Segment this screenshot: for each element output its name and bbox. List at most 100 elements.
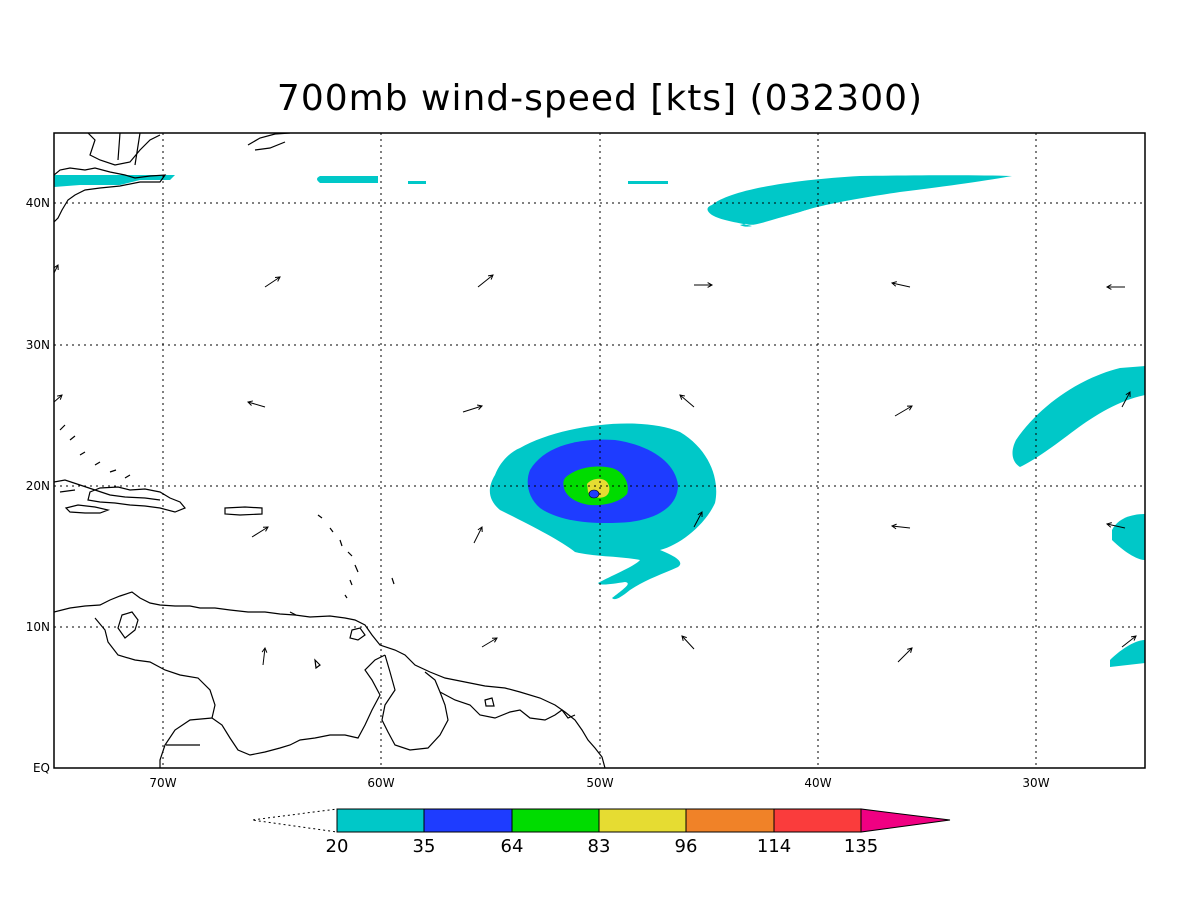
- lon-label-50w: 50W: [586, 776, 613, 790]
- contour-20-ne-streak: [707, 175, 1012, 227]
- lon-label-70w: 70W: [149, 776, 176, 790]
- brazil-border: [159, 717, 213, 768]
- colorbar-low-triangle: [251, 808, 338, 833]
- colorbar-tick-114: 114: [757, 836, 791, 857]
- lon-axis-labels: 70W 60W 50W 40W 30W: [149, 776, 1049, 790]
- wind-vector-arrowhead: [54, 264, 59, 271]
- contour-20-east-small-1: [1112, 514, 1145, 560]
- wind-vector-arrow: [262, 647, 266, 666]
- wind-vector-arrowhead: [261, 646, 268, 653]
- wind-vector-arrowhead: [246, 400, 253, 406]
- us-northeast-coast: [54, 167, 167, 223]
- colorbar-tick-135: 135: [844, 836, 878, 857]
- colorbar-tick-35: 35: [413, 836, 436, 857]
- small-islands: [289, 611, 495, 707]
- lat-label-10n: 10N: [26, 620, 50, 634]
- colorbar-bin-64-83: [511, 808, 600, 833]
- wind-vector-arrowhead: [890, 523, 897, 530]
- trinidad: [349, 627, 366, 641]
- contour-20-small-3: [628, 181, 668, 184]
- colorbar-tick-20: 20: [326, 836, 349, 857]
- wind-vector-arrowhead: [679, 394, 685, 400]
- wind-vector-arrowhead: [1130, 635, 1137, 641]
- plot-frame: [53, 132, 1146, 769]
- cuba: [54, 479, 161, 501]
- canada-coast: [247, 133, 291, 151]
- lon-label-60w: 60W: [367, 776, 394, 790]
- lon-label-30w: 30W: [1022, 776, 1049, 790]
- colorbar-tick-64: 64: [501, 836, 524, 857]
- colorbar-tick-83: 83: [588, 836, 611, 857]
- contour-20-east-band: [1012, 366, 1145, 467]
- wind-vector-arrow: [481, 637, 498, 648]
- lat-label-40n: 40N: [26, 196, 50, 210]
- coastlines: [54, 133, 606, 768]
- lat-label-30n: 30N: [26, 338, 50, 352]
- puerto-rico: [224, 506, 263, 516]
- wind-vector-arrow: [473, 526, 483, 544]
- wind-vector-arrowhead: [1105, 284, 1112, 290]
- new-england-interior: [87, 133, 161, 166]
- lon-label-40w: 40W: [804, 776, 831, 790]
- wind-vector-arrow: [681, 635, 695, 650]
- suriname-border: [439, 691, 576, 721]
- wind-vector-arrow: [897, 647, 913, 663]
- wind-vector-arrowhead: [890, 281, 897, 287]
- wind-vector-arrowhead: [491, 637, 498, 643]
- jamaica: [64, 504, 111, 514]
- wind-vector-arrow: [462, 405, 483, 413]
- wind-vector-arrow: [264, 276, 281, 288]
- wind-vector-arrowhead: [1125, 391, 1131, 398]
- wind-vector-arrow: [891, 525, 911, 529]
- wind-vector-arrow: [247, 401, 266, 408]
- wind-vector-arrow: [1121, 391, 1131, 408]
- wind-vector-arrowhead: [906, 405, 913, 411]
- hispaniola: [87, 486, 186, 513]
- contour-eye: [588, 489, 600, 499]
- wind-vector-arrow: [693, 511, 703, 528]
- wind-vector-arrow: [54, 394, 63, 403]
- plot-area: [54, 133, 1145, 768]
- contour-20-east-small-2: [1110, 640, 1145, 667]
- colorbar-bin-83-96: [598, 808, 687, 833]
- wind-vector-arrow: [1121, 635, 1137, 648]
- south-america-coast: [54, 591, 606, 768]
- wind-vector-arrowhead: [477, 526, 483, 533]
- wind-speed-shading: [54, 175, 1145, 667]
- wind-vector-arrow: [477, 274, 494, 288]
- wind-vector-arrow: [251, 526, 269, 538]
- wind-vector-arrow: [891, 282, 911, 288]
- contour-20-ne-streak-2: [745, 190, 870, 225]
- map-title: 700mb wind-speed [kts] (032300): [276, 78, 924, 119]
- guyana-border: [381, 654, 449, 751]
- lat-lon-grid: [54, 133, 1145, 768]
- bahamas: [59, 424, 131, 479]
- wind-vector-arrowhead: [476, 404, 483, 410]
- wind-vector-arrow: [679, 394, 695, 408]
- lat-label-eq: EQ: [33, 761, 50, 775]
- wind-vector-arrowhead: [707, 282, 714, 288]
- wind-vector-arrowhead: [57, 394, 63, 400]
- contour-20-small-1: [317, 176, 378, 183]
- colorbar: 20 35 64 83 96 114 135: [251, 808, 951, 857]
- wind-vector-arrowhead: [1105, 522, 1112, 528]
- wind-vector-arrowhead: [487, 274, 494, 280]
- venezuela-border: [94, 617, 386, 756]
- contour-20-nw-coast: [54, 175, 175, 187]
- colorbar-bin-20-35: [336, 808, 425, 833]
- colorbar-high-triangle: [860, 808, 951, 833]
- wind-vector-arrowhead: [697, 511, 703, 518]
- contour-20-small-2: [408, 181, 426, 184]
- wind-vector-arrowhead: [681, 635, 687, 641]
- wind-vector-arrow: [894, 405, 913, 417]
- lesser-antilles: [317, 514, 395, 599]
- lat-label-20n: 20N: [26, 479, 50, 493]
- lake-maracaibo: [117, 611, 139, 639]
- colorbar-bin-96-114: [685, 808, 775, 833]
- colorbar-bin-35-64: [423, 808, 513, 833]
- colorbar-bin-114-135: [773, 808, 862, 833]
- lat-axis-labels: 40N 30N 20N 10N EQ: [26, 196, 50, 775]
- wind-vector-arrowhead: [907, 647, 913, 653]
- colorbar-tick-96: 96: [675, 836, 698, 857]
- wind-vectors: [54, 264, 1137, 666]
